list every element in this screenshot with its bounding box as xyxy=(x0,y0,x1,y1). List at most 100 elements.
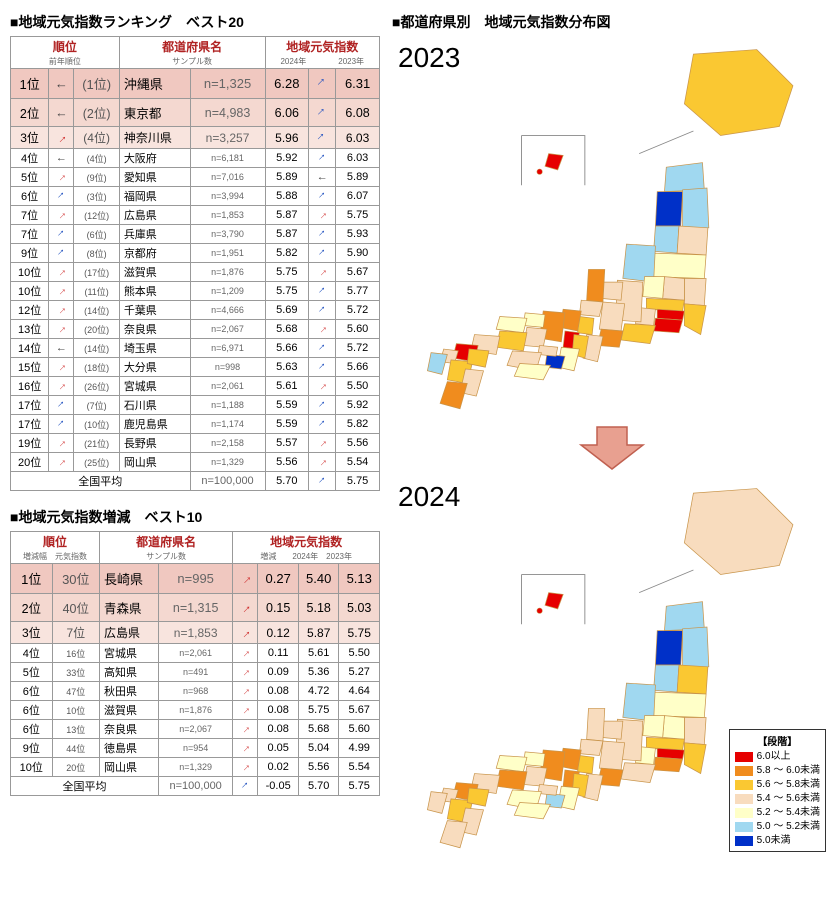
hdr-rank2: 順位 xyxy=(43,535,67,549)
cell-n: n=2,061 xyxy=(190,377,265,396)
arrow-down-icon: → xyxy=(53,226,69,242)
cell-v2023: 5.89 xyxy=(336,168,380,187)
cell-pref: 奈良県 xyxy=(100,720,159,739)
cell-n: n=1,329 xyxy=(190,453,265,472)
cell-v2023: 6.08 xyxy=(336,99,380,127)
cell-n: n=1,325 xyxy=(190,69,265,99)
cell-change: 0.08 xyxy=(258,701,299,720)
cell-n: n=1,329 xyxy=(158,758,232,777)
cell-change: 0.08 xyxy=(258,720,299,739)
arrow-up-icon: → xyxy=(314,207,330,223)
down-arrow-icon xyxy=(577,423,647,471)
cell-prev: (14位) xyxy=(74,301,119,320)
legend-swatch xyxy=(735,780,753,790)
hdr-index: 地域元気指数 xyxy=(286,40,358,54)
legend-label: 5.2 ～ 5.4未満 xyxy=(757,806,820,820)
avg-chg: → xyxy=(309,472,336,491)
cell-idxrank: 20位 xyxy=(52,758,99,777)
table-row: 12位→(14位)千葉県n=4,6665.69→5.72 xyxy=(11,301,380,320)
pref-kagoshima xyxy=(440,821,467,848)
cell-pref: 愛知県 xyxy=(119,168,190,187)
cell-n: n=2,158 xyxy=(190,434,265,453)
cell-v2023: 5.77 xyxy=(336,282,380,301)
cell-rank: 10位 xyxy=(11,758,53,777)
cell-v2023: 5.75 xyxy=(339,622,380,644)
arrow-down-icon: → xyxy=(313,103,332,122)
cell-chg: → xyxy=(309,434,336,453)
cell-v2024: 5.87 xyxy=(265,206,309,225)
pref-oita xyxy=(467,788,489,806)
cell-v2023: 5.75 xyxy=(336,206,380,225)
cell-v2023: 5.54 xyxy=(336,453,380,472)
legend-row: 5.4 ～ 5.6未満 xyxy=(735,792,820,806)
cell-pref: 滋賀県 xyxy=(119,263,190,282)
arrow-down-icon: → xyxy=(53,416,69,432)
hdr-pref: 都道府県名 xyxy=(162,40,222,54)
cell-change: 0.02 xyxy=(258,758,299,777)
cell-pref: 広島県 xyxy=(119,206,190,225)
avg-change: -0.05 xyxy=(258,777,299,796)
cell-v2024: 6.28 xyxy=(265,69,309,99)
table-row: 16位→(26位)宮城県n=2,0615.61→5.50 xyxy=(11,377,380,396)
table-row: 2位←(2位)東京都n=4,9836.06→6.08 xyxy=(11,99,380,127)
cell-rank: 6位 xyxy=(11,701,53,720)
cell-rank: 19位 xyxy=(11,434,49,453)
cell-rank: 12位 xyxy=(11,301,49,320)
cell-v2023: 5.67 xyxy=(339,701,380,720)
cell-v2023: 5.13 xyxy=(339,564,380,594)
cell-prev: (9位) xyxy=(74,168,119,187)
pref-miyagi xyxy=(677,226,708,255)
cell-trend: → xyxy=(49,127,74,149)
change10-table: 順位増減幅 元気指数 都道府県名サンプル数 地域元気指数増減 2024年 202… xyxy=(10,531,380,796)
pref-tochigi xyxy=(663,277,685,301)
table-row: 13位→(20位)奈良県n=2,0675.68→5.60 xyxy=(11,320,380,339)
cell-v2023: 5.92 xyxy=(336,396,380,415)
cell-pref: 神奈川県 xyxy=(119,127,190,149)
cell-n: n=1,188 xyxy=(190,396,265,415)
cell-v2024: 5.75 xyxy=(265,263,309,282)
legend-title: 【段階】 xyxy=(735,733,820,748)
cell-rank: 14位 xyxy=(11,339,49,358)
pref-ishikawa xyxy=(587,708,605,741)
table-row: 2位40位青森県n=1,315→0.155.185.03 xyxy=(11,594,380,622)
arrow-up-icon: → xyxy=(236,623,254,641)
table-row: 14位←(14位)埼玉県n=6,9715.66→5.72 xyxy=(11,339,380,358)
arrow-down-icon: → xyxy=(53,397,69,413)
arrow-up-icon: → xyxy=(237,740,253,756)
cell-prev: (18位) xyxy=(74,358,119,377)
pref-kochi xyxy=(514,803,550,819)
cell-idxrank: 40位 xyxy=(52,594,99,622)
cell-chg: → xyxy=(309,149,336,168)
cell-n: n=2,067 xyxy=(190,320,265,339)
arrow-up-icon: → xyxy=(235,569,255,589)
cell-chg: → xyxy=(309,99,336,127)
table-row: 20位→(25位)岡山県n=1,3295.56→5.54 xyxy=(11,453,380,472)
pref-aomori xyxy=(664,163,704,192)
cell-pref: 広島県 xyxy=(100,622,159,644)
table-row: 1位←(1位)沖縄県n=1,3256.28→6.31 xyxy=(11,69,380,99)
cell-v2024: 5.57 xyxy=(265,434,309,453)
cell-v2024: 5.75 xyxy=(298,701,339,720)
cell-v2023: 5.60 xyxy=(339,720,380,739)
cell-v2023: 6.03 xyxy=(336,127,380,149)
cell-n: n=1,174 xyxy=(190,415,265,434)
cell-pref: 大阪府 xyxy=(119,149,190,168)
cell-v2023: 5.72 xyxy=(336,339,380,358)
cell-rank: 9位 xyxy=(11,244,49,263)
cell-chg: → xyxy=(309,301,336,320)
cell-trend: → xyxy=(49,282,74,301)
cell-trend: → xyxy=(49,206,74,225)
avg-n: n=100,000 xyxy=(158,777,232,796)
cell-arrow: → xyxy=(233,701,258,720)
cell-rank: 2位 xyxy=(11,99,49,127)
arrow-down-icon: → xyxy=(53,188,69,204)
pref-yamagata xyxy=(654,665,679,692)
cell-pref: 岡山県 xyxy=(119,453,190,472)
cell-v2024: 5.59 xyxy=(265,396,309,415)
ranking20-table: 順位前年順位 都道府県名サンプル数 地域元気指数2024年 2023年 1位←(… xyxy=(10,36,380,491)
arrow-down-icon: → xyxy=(53,245,69,261)
cell-rank: 10位 xyxy=(11,263,49,282)
cell-prev: (20位) xyxy=(74,320,119,339)
cell-rank: 17位 xyxy=(11,415,49,434)
hdr-prev: 前年順位 xyxy=(49,57,81,66)
